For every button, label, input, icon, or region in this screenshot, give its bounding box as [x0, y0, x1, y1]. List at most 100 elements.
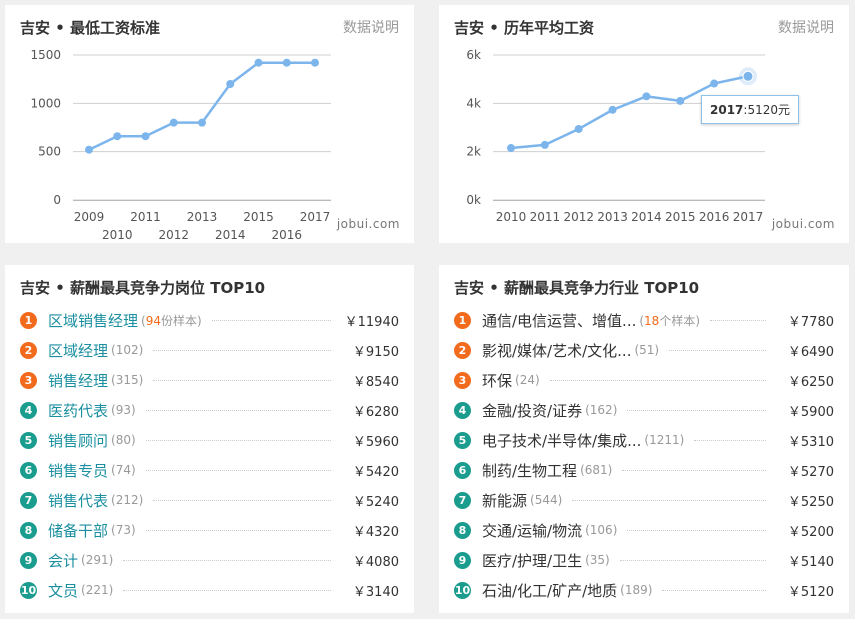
data-point: [254, 58, 263, 67]
min-wage-panel: 吉安 • 最低工资标准 数据说明 0 500 1000 1500 2009 2010 201…: [5, 5, 414, 243]
y-tick-label: 1500: [30, 48, 61, 62]
job-name-link[interactable]: 区域经理: [48, 341, 109, 360]
rank-badge: 3: [20, 371, 37, 389]
rank-badge: 4: [454, 401, 471, 419]
min-wage-data-note-link[interactable]: 数据说明: [343, 20, 399, 36]
job-row: 8 储备干部 (73) ￥4320: [20, 515, 399, 545]
leader-dots: [627, 409, 766, 411]
job-row: 3 销售经理 (315) ￥8540: [20, 365, 399, 395]
x-tick-label: 2016: [271, 228, 302, 242]
salary-value: ￥6250: [787, 374, 834, 390]
sample-count: (24): [515, 373, 540, 387]
job-name-link[interactable]: 销售代表: [48, 491, 109, 510]
sample-count: (291): [81, 553, 114, 567]
data-point: [198, 118, 206, 127]
sample-count: (221): [81, 583, 114, 597]
leader-dots: [153, 499, 331, 501]
salary-value: ￥11940: [344, 314, 399, 330]
leader-dots: [694, 439, 766, 441]
salary-value: ￥5270: [787, 464, 834, 480]
job-name-link[interactable]: 会计: [48, 551, 79, 570]
job-name-link[interactable]: 销售顾问: [48, 431, 109, 450]
job-name-link[interactable]: 储备干部: [48, 521, 109, 540]
salary-value: ￥5250: [787, 494, 834, 510]
industry-name: 环保: [482, 371, 513, 390]
rank-badge: 8: [20, 521, 37, 539]
rank-badge: 7: [454, 491, 471, 509]
x-tick-label: 2012: [158, 228, 189, 242]
sample-count: (93): [111, 403, 136, 417]
job-row: 6 销售专员 (74) ￥5420: [20, 455, 399, 485]
rank-badge: 6: [454, 461, 471, 479]
salary-value: ￥6490: [787, 344, 834, 360]
rank-badge: 10: [20, 581, 37, 599]
data-point: [507, 144, 515, 153]
leader-dots: [145, 529, 331, 531]
salary-value: ￥3140: [352, 584, 399, 600]
sample-count: (106): [585, 523, 618, 537]
rank-badge: 8: [454, 521, 471, 539]
sample-count: (681): [580, 463, 613, 477]
top-industries-panel: 吉安 • 薪酬最具竞争力行业 TOP10 1 通信/电信运营、增值... (18个样…: [439, 265, 849, 613]
industry-row: 2 影视/媒体/艺术/文化... (51) ￥6490: [454, 335, 834, 365]
salary-value: ￥5140: [787, 554, 834, 570]
salary-value: ￥4320: [352, 524, 399, 540]
job-name-link[interactable]: 文员: [48, 581, 79, 600]
min-wage-line-chart: 0 500 1000 1500 2009 2010 2011 2012 2013 2014 2015…: [30, 48, 331, 242]
x-tick-label: 2014: [631, 210, 662, 224]
data-point: [574, 124, 583, 133]
avg-salary-data-note-link[interactable]: 数据说明: [778, 20, 834, 36]
industry-name: 通信/电信运营、增值...: [482, 311, 637, 330]
data-point: [169, 118, 178, 127]
data-point: [113, 132, 122, 141]
industry-row: 7 新能源 (544) ￥5250: [454, 485, 834, 515]
job-name-link[interactable]: 销售专员: [48, 461, 109, 480]
salary-value: ￥5200: [787, 524, 834, 540]
sample-count: (73): [111, 523, 136, 537]
rank-badge: 10: [454, 581, 471, 599]
tooltip-value: 5120元: [747, 103, 790, 117]
leader-dots: [662, 589, 766, 591]
rank-badge: 6: [20, 461, 37, 479]
x-tick-label: 2012: [563, 210, 594, 224]
data-point: [710, 79, 719, 88]
data-point: [226, 80, 235, 88]
sample-count: (18个样本): [639, 313, 701, 328]
leader-dots: [123, 589, 331, 591]
avg-salary-title: 吉安 • 历年平均工资: [454, 19, 595, 37]
job-name-link[interactable]: 销售经理: [48, 371, 109, 390]
industry-name: 影视/媒体/艺术/文化...: [482, 341, 632, 360]
sample-count: (94份样本): [141, 313, 202, 328]
y-tick-label: 2k: [466, 145, 481, 159]
job-name-link[interactable]: 医药代表: [48, 401, 109, 420]
job-row: 7 销售代表 (212) ￥5240: [20, 485, 399, 515]
job-name-link[interactable]: 区域销售经理: [48, 311, 139, 330]
salary-value: ￥7780: [787, 314, 834, 330]
x-tick-label: 2014: [215, 228, 246, 242]
leader-dots: [145, 409, 331, 411]
industry-row: 1 通信/电信运营、增值... (18个样本) ￥7780: [454, 305, 834, 335]
salary-value: ￥5960: [352, 434, 399, 450]
industry-row: 5 电子技术/半导体/集成... (1211) ￥5310: [454, 425, 834, 455]
x-tick-label: 2015: [243, 210, 274, 224]
rank-badge: 7: [20, 491, 37, 509]
rank-badge: 5: [20, 431, 37, 449]
series-line: [510, 75, 749, 150]
data-point: [282, 58, 291, 67]
salary-value: ￥8540: [352, 374, 399, 390]
salary-value: ￥5900: [787, 404, 834, 420]
industry-name: 医疗/护理/卫生: [482, 551, 583, 570]
x-tick-label: 2013: [187, 210, 218, 224]
industry-row: 10 石油/化工/矿产/地质 (189) ￥5120: [454, 575, 834, 605]
rank-badge: 3: [454, 371, 471, 389]
leader-dots: [619, 559, 766, 561]
data-point: [676, 96, 685, 105]
x-tick-label: 2015: [665, 210, 696, 224]
rank-badge: 9: [20, 551, 37, 569]
salary-value: ￥9150: [352, 344, 399, 360]
rank-badge: 4: [20, 401, 37, 419]
sample-count: (102): [111, 343, 144, 357]
data-point: [540, 140, 549, 149]
leader-dots: [123, 559, 331, 561]
